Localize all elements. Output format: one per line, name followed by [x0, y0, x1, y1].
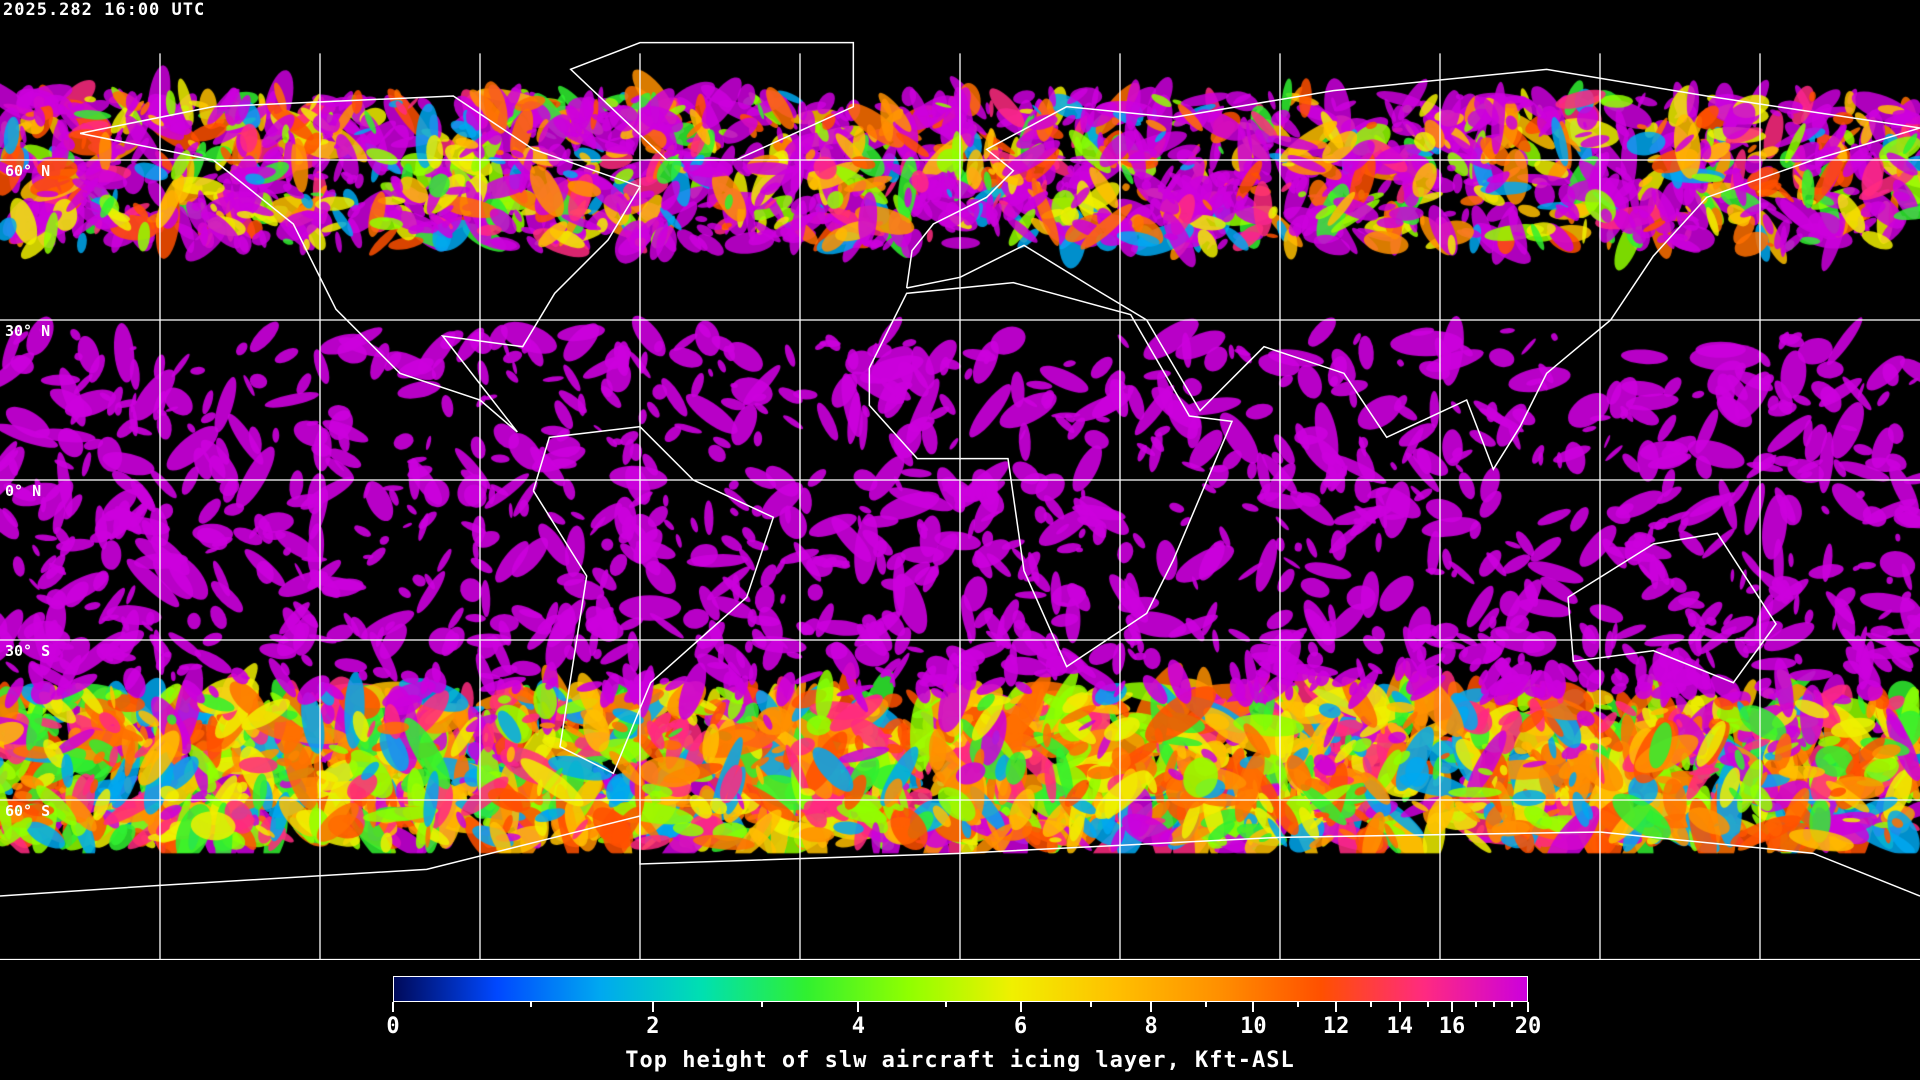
colorbar-title: Top height of slw aircraft icing layer, … — [625, 1048, 1295, 1073]
colorbar-minor-tick — [1204, 1002, 1207, 1007]
lat-label-0n: 0° N — [5, 482, 42, 500]
colorbar-minor-tick — [1427, 1002, 1430, 1007]
colorbar-tick-label: 4 — [851, 1014, 865, 1039]
colorbar-major-tick — [1335, 1002, 1338, 1012]
colorbar-tick-label: 12 — [1322, 1014, 1350, 1039]
lat-label-60s: 60° S — [5, 802, 51, 820]
colorbar-minor-tick — [1474, 1002, 1477, 1007]
world-map — [0, 0, 1920, 960]
lat-label-30s: 30° S — [5, 642, 51, 660]
colorbar-tick-label: 6 — [1014, 1014, 1028, 1039]
colorbar-minor-tick — [1370, 1002, 1373, 1007]
colorbar-major-tick — [651, 1002, 654, 1012]
colorbar-tick-label: 16 — [1438, 1014, 1466, 1039]
colorbar — [393, 976, 1528, 1002]
coastline-south-america — [532, 425, 775, 775]
colorbar-major-tick — [1527, 1002, 1529, 1012]
colorbar-major-tick — [1150, 1002, 1153, 1012]
colorbar-major-tick — [1450, 1002, 1453, 1012]
colorbar-major-tick — [1252, 1002, 1255, 1012]
lat-label-60n: 60° N — [5, 162, 51, 180]
colorbar-minor-tick — [1511, 1002, 1514, 1007]
colorbar-tick-label: 10 — [1240, 1014, 1267, 1039]
colorbar-minor-tick — [1492, 1002, 1495, 1007]
colorbar-major-tick — [1398, 1002, 1401, 1012]
colorbar-minor-tick — [760, 1002, 763, 1007]
colorbar-minor-tick — [1296, 1002, 1299, 1007]
colorbar-tick-label: 2 — [646, 1014, 660, 1039]
colorbar-major-tick — [1019, 1002, 1022, 1012]
coastline-north-america — [79, 95, 642, 433]
coastline-africa — [868, 281, 1234, 668]
colorbar-tick-label: 14 — [1386, 1014, 1413, 1039]
colorbar-minor-tick — [530, 1002, 533, 1007]
colorbar-ticks: 0 2 4 6 8 10 12 14 16 20 — [386, 1002, 1541, 1072]
lat-label-30n: 30° N — [5, 322, 51, 340]
coastline-greenland — [569, 41, 855, 161]
colorbar-tick-label: 0 — [386, 1014, 400, 1039]
coastline-eurasia — [905, 68, 1920, 472]
coastline-australia — [1567, 532, 1777, 684]
colorbar-tick-label: 20 — [1514, 1014, 1542, 1039]
colorbar-minor-tick — [1090, 1002, 1093, 1007]
colorbar-major-tick — [857, 1002, 860, 1012]
colorbar-tick-label: 8 — [1144, 1014, 1158, 1039]
colorbar-major-tick — [392, 1002, 394, 1012]
timestamp: 2025.282 16:00 UTC — [3, 0, 206, 20]
colorbar-minor-tick — [944, 1002, 947, 1007]
map-overlay — [0, 41, 1920, 960]
